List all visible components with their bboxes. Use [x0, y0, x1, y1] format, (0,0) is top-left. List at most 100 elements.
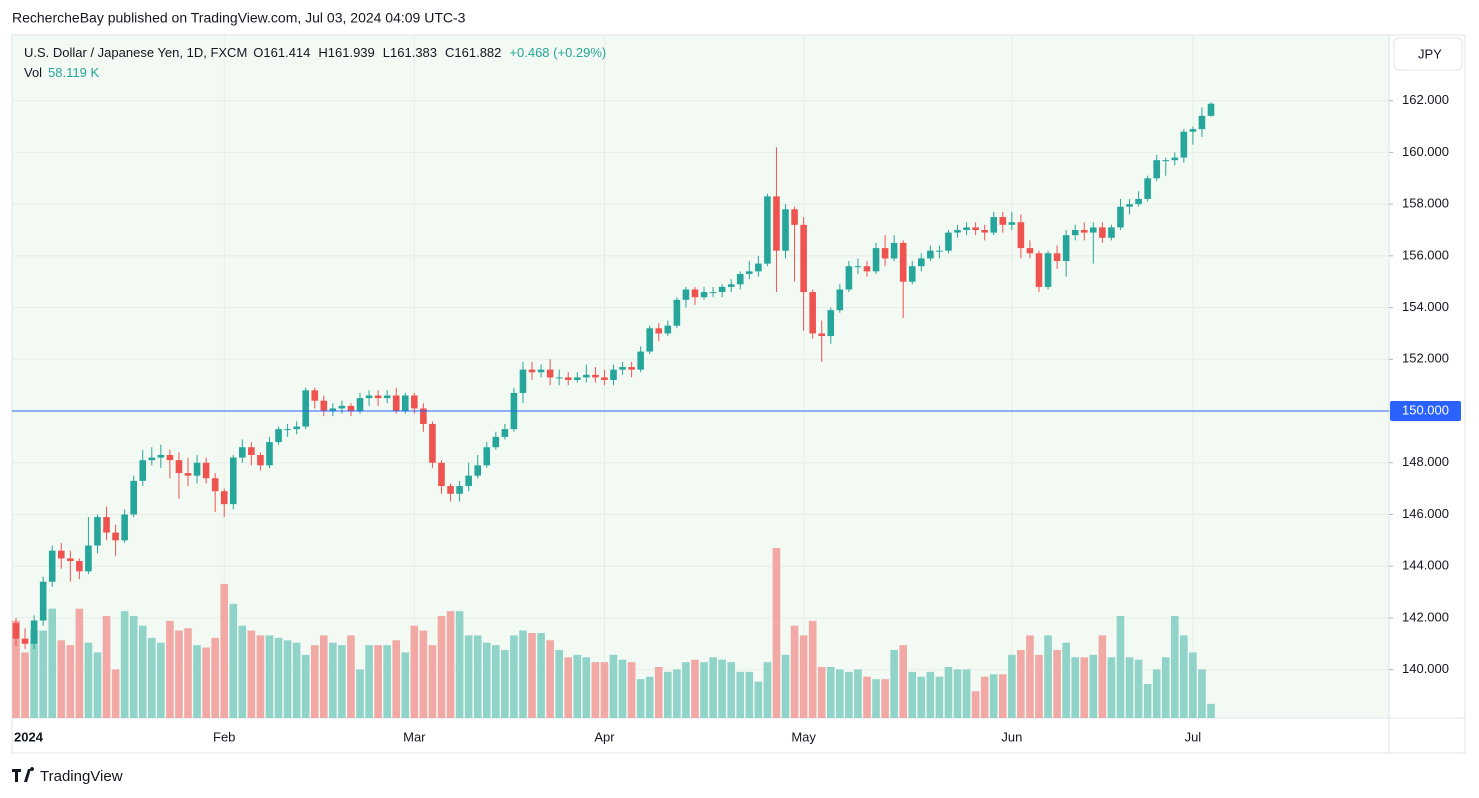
candle-body: [709, 292, 717, 294]
candle-body: [220, 491, 228, 505]
candle-body: [103, 517, 110, 533]
symbol: U.S. Dollar / Japanese Yen, 1D, FXCM: [24, 45, 247, 60]
candle-body: [1026, 248, 1034, 254]
volume-bar: [600, 662, 609, 718]
candle-body: [1071, 229, 1079, 236]
candle-body: [727, 284, 735, 287]
low-label: L161.383: [383, 45, 437, 60]
volume-bar: [845, 671, 853, 718]
candle-body: [1144, 178, 1151, 199]
candle-body: [383, 395, 391, 399]
candle-body: [736, 273, 744, 285]
candle-body: [972, 227, 979, 230]
candle-body: [963, 227, 970, 230]
candle-body: [519, 369, 527, 393]
volume-bar: [392, 640, 401, 718]
candle-body: [628, 367, 635, 370]
candle-body: [1135, 198, 1142, 205]
volume-bar: [338, 645, 346, 718]
volume-bar: [129, 616, 138, 718]
candle-body: [465, 475, 472, 487]
volume-bar: [401, 652, 410, 718]
brand-logo: TradingView: [12, 767, 123, 785]
volume-bar: [229, 603, 238, 718]
volume-bar: [166, 620, 174, 718]
volume-bar: [1152, 669, 1161, 718]
close-label: C161.882: [445, 45, 501, 60]
candle-body: [890, 242, 898, 259]
candle-body: [447, 486, 454, 494]
candle-body: [990, 217, 998, 233]
x-tick-label: May: [791, 729, 816, 744]
candle-body: [845, 266, 853, 290]
volume-bar: [1170, 616, 1179, 718]
y-tick-label: 156.000: [1402, 247, 1449, 262]
candle-body: [773, 196, 780, 251]
candle-body: [266, 442, 273, 466]
volume-bar: [926, 671, 935, 718]
plot-area: [12, 35, 1389, 718]
y-tick-label: 140.000: [1402, 661, 1449, 676]
volume-bar: [881, 679, 889, 718]
volume-bar: [473, 635, 482, 718]
candle-body: [592, 374, 599, 378]
candle-body: [745, 271, 753, 274]
currency-button[interactable]: [1393, 37, 1463, 71]
y-tick-label: 162.000: [1402, 92, 1449, 107]
candle-body: [320, 400, 328, 412]
volume-bar: [66, 645, 75, 718]
candle-body: [401, 395, 409, 412]
volume-bar: [283, 640, 292, 718]
y-tick-label: 160.000: [1402, 144, 1449, 159]
volume-bar: [917, 676, 926, 718]
volume-bar: [555, 650, 563, 718]
chart-frame: [11, 34, 1466, 754]
volume-bar: [220, 583, 229, 718]
candle-body: [682, 289, 690, 300]
volume-bar: [745, 671, 754, 718]
candle-body: [112, 532, 119, 541]
volume-bar: [1143, 684, 1152, 718]
volume-bar: [781, 654, 790, 718]
volume-bar: [899, 645, 907, 718]
volume-value: 58.119 K: [48, 65, 99, 80]
volume-bar: [410, 625, 419, 718]
candle-body: [157, 454, 165, 458]
volume-bar: [510, 635, 518, 718]
legend-line: U.S. Dollar / Japanese Yen, 1D, FXCM O161…: [24, 45, 606, 60]
candle-body: [908, 266, 916, 282]
candle-body: [1062, 235, 1070, 262]
volume-bar: [464, 635, 473, 718]
candle-body: [1080, 229, 1088, 233]
volume-bar: [582, 657, 591, 718]
volume-bar: [111, 669, 120, 718]
candle-body: [239, 447, 246, 458]
candle-body: [782, 209, 789, 251]
volume-bar: [654, 667, 663, 718]
candle-body: [872, 248, 880, 272]
volume-bar: [573, 654, 582, 718]
high-label: H161.939: [318, 45, 374, 60]
volume-bar: [256, 635, 265, 718]
candle-body: [555, 377, 563, 379]
volume-bar: [492, 645, 500, 718]
candle-body: [229, 457, 237, 505]
volume-bar: [1189, 652, 1197, 718]
candle-body: [193, 462, 201, 476]
volume-bar: [138, 625, 147, 718]
volume-bar: [446, 611, 455, 718]
volume-bar: [636, 679, 645, 718]
candle-body: [1108, 227, 1115, 238]
candle-body: [302, 390, 309, 427]
candle-body: [927, 250, 934, 259]
volume-bar: [365, 645, 373, 718]
volume-bar: [1161, 657, 1170, 718]
volume-bar: [501, 650, 509, 718]
candle-body: [411, 395, 418, 409]
volume-bar: [863, 676, 871, 718]
candle-body: [1162, 160, 1170, 162]
candle-body: [293, 426, 300, 430]
volume-name: Vol: [24, 65, 42, 80]
volume-bar: [754, 681, 763, 718]
candle-body: [275, 429, 282, 443]
